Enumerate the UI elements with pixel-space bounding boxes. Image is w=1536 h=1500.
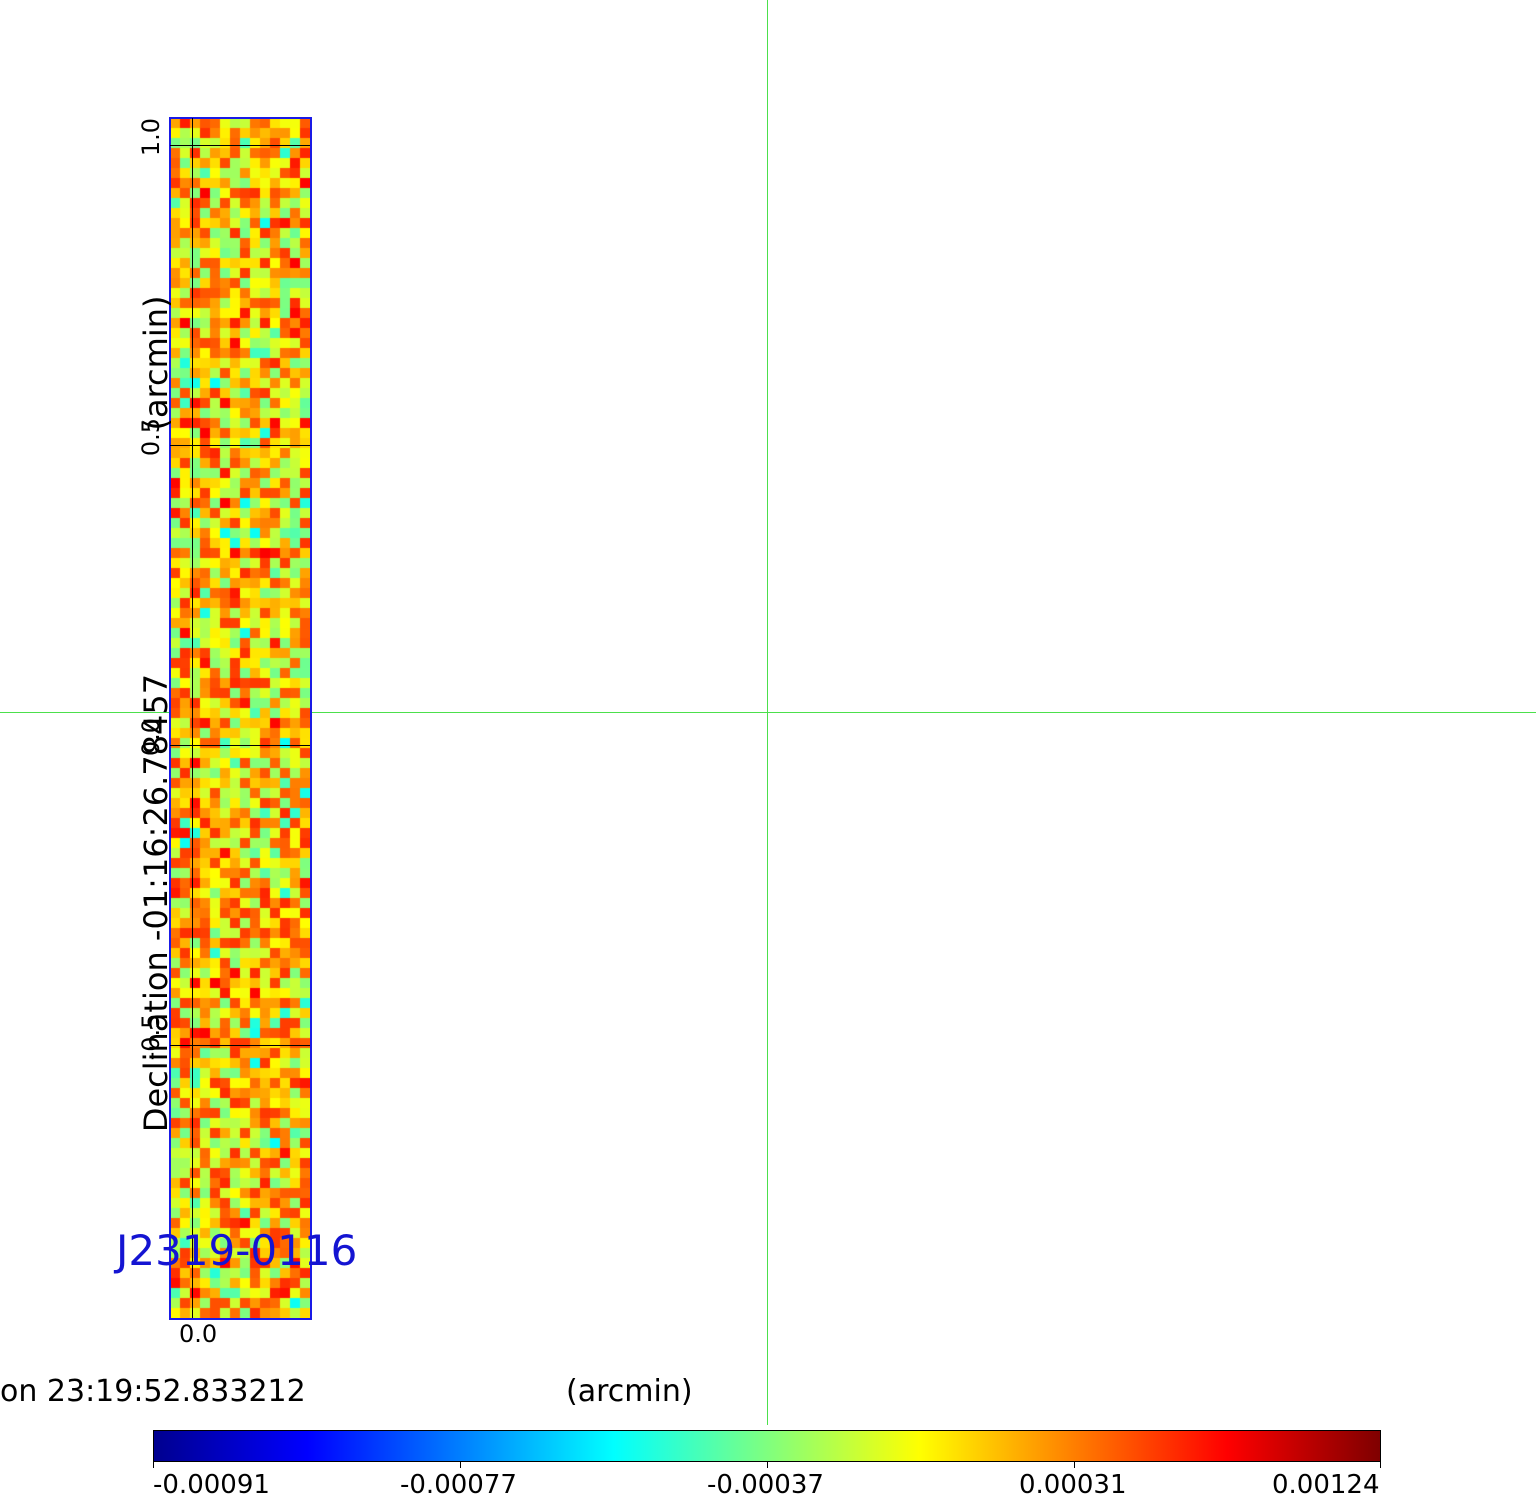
x-tick-label: 0.0: [179, 1320, 218, 1348]
colorbar-tick: [460, 1462, 461, 1468]
image-map[interactable]: [170, 118, 310, 1318]
grid-line-y-1.0: [170, 145, 310, 146]
grid-line-y-minus-0.5: [170, 1045, 310, 1046]
y-axis-label: Declination -01:16:26.78457: [137, 673, 175, 1133]
x-axis-unit-label: (arcmin): [566, 1374, 693, 1409]
crosshair-horizontal: [0, 712, 1536, 713]
colorbar-tick: [767, 1462, 768, 1468]
colorbar: [153, 1430, 1381, 1462]
colorbar-tick: [1074, 1462, 1075, 1468]
x-axis-label: on 23:19:52.833212: [0, 1374, 306, 1409]
y-tick-label: 1.0: [137, 117, 165, 157]
colorbar-tick-label: 0.00124: [1272, 1470, 1380, 1500]
grid-line-y-0.5: [170, 445, 310, 446]
colorbar-tick-label: -0.00037: [707, 1470, 824, 1500]
pixel-map-canvas: [170, 118, 310, 1318]
colorbar-tick-label: -0.00091: [153, 1470, 270, 1500]
colorbar-tick: [1380, 1462, 1381, 1468]
grid-line-y-0.0: [170, 745, 310, 746]
grid-line-x-0.0: [192, 118, 193, 1318]
colorbar-tick: [153, 1462, 154, 1468]
colorbar-tick-label: -0.00077: [400, 1470, 517, 1500]
colorbar-tick-label: 0.00031: [1019, 1470, 1127, 1500]
y-axis-unit-label: (arcmin): [137, 295, 175, 431]
source-name-label: J2319-0116: [116, 1226, 358, 1275]
